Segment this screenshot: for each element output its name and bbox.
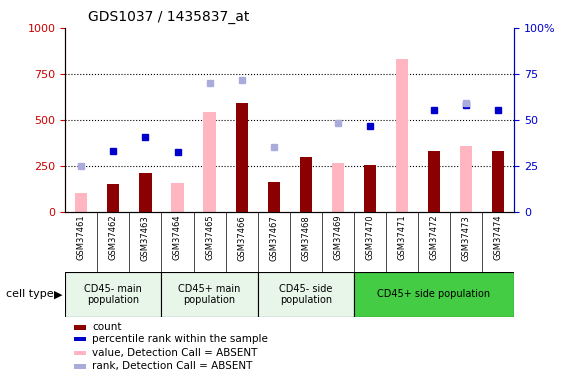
Bar [299, 157, 312, 212]
Bar [161, 272, 258, 317]
Text: value, Detection Call = ABSENT: value, Detection Call = ABSENT [92, 348, 258, 358]
Text: GSM37467: GSM37467 [269, 215, 278, 261]
Text: percentile rank within the sample: percentile rank within the sample [92, 334, 268, 344]
Bar [107, 184, 119, 212]
Bar [236, 104, 248, 212]
Text: rank, Detection Call = ABSENT: rank, Detection Call = ABSENT [92, 361, 253, 371]
Text: GSM37462: GSM37462 [109, 215, 118, 261]
Text: CD45+ main
population: CD45+ main population [178, 284, 241, 305]
Text: GSM37474: GSM37474 [494, 215, 503, 261]
Text: ▶: ▶ [54, 290, 62, 299]
Text: GSM37470: GSM37470 [365, 215, 374, 261]
Bar [492, 151, 504, 212]
Bar [172, 183, 183, 212]
Bar [364, 165, 376, 212]
Bar [258, 272, 354, 317]
Text: CD45- main
population: CD45- main population [85, 284, 143, 305]
Text: GSM37471: GSM37471 [398, 215, 406, 261]
Bar [74, 351, 86, 355]
Bar [428, 151, 440, 212]
Bar [268, 182, 280, 212]
Text: GSM37473: GSM37473 [461, 215, 470, 261]
Text: GSM37472: GSM37472 [429, 215, 438, 261]
Bar [74, 337, 86, 341]
Text: GSM37468: GSM37468 [301, 215, 310, 261]
Text: GSM37463: GSM37463 [141, 215, 150, 261]
Bar [460, 146, 472, 212]
Bar [75, 193, 87, 212]
Text: GDS1037 / 1435837_at: GDS1037 / 1435837_at [87, 10, 249, 24]
Bar [203, 112, 216, 212]
Text: GSM37469: GSM37469 [333, 215, 343, 261]
Text: cell type: cell type [6, 290, 53, 299]
Text: GSM37465: GSM37465 [205, 215, 214, 261]
Text: GSM37461: GSM37461 [77, 215, 86, 261]
Text: CD45+ side population: CD45+ side population [377, 290, 491, 299]
Bar [139, 173, 152, 212]
Text: count: count [92, 322, 122, 332]
Bar [332, 163, 344, 212]
Bar [74, 364, 86, 369]
Bar [354, 272, 514, 317]
Bar [268, 182, 280, 212]
Bar [65, 272, 161, 317]
Text: GSM37464: GSM37464 [173, 215, 182, 261]
Bar [74, 325, 86, 330]
Bar [396, 59, 408, 212]
Text: CD45- side
population: CD45- side population [279, 284, 332, 305]
Text: GSM37466: GSM37466 [237, 215, 246, 261]
